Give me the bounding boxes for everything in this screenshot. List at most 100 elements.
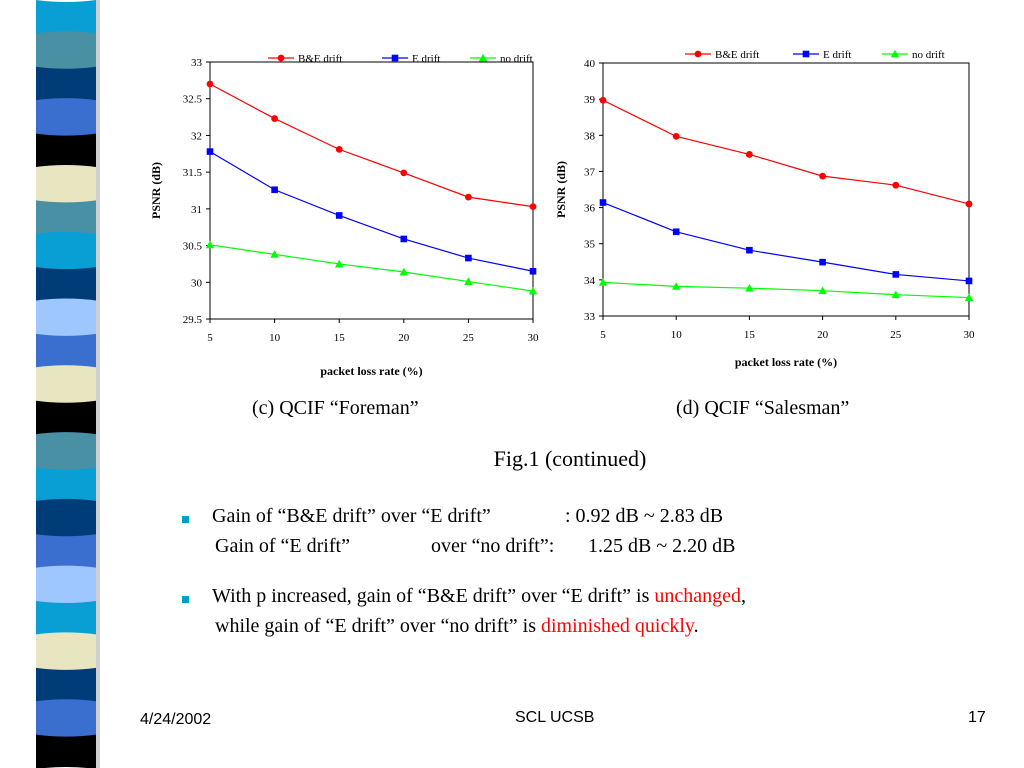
data-point: [964, 293, 974, 301]
data-point: [528, 286, 538, 295]
gain-be-over-e-value: : 0.92 dB ~ 2.83 dB: [565, 505, 724, 527]
stripe-band: [36, 231, 96, 271]
data-point: [672, 132, 680, 140]
stripe-band: [36, 267, 96, 302]
stripe-band: [36, 298, 96, 337]
y-axis-label: PSNR (dB): [149, 162, 163, 219]
data-point: [529, 267, 537, 275]
y-tick-label: 36: [584, 203, 596, 215]
data-point: [399, 267, 408, 276]
gain-e-over-no-mid: over “no drift”:: [431, 535, 555, 557]
stripe-band: [36, 632, 96, 671]
chart-foreman: 29.5 30 30.5 31 31.5 32 32.5 33 5 10 15 20 25 30 packe…: [140, 45, 560, 385]
data-point: [891, 290, 900, 299]
legend-marker: [890, 49, 900, 58]
stripe-band: [36, 601, 96, 636]
data-point: [819, 258, 826, 266]
x-axis-label: packet loss rate (%): [735, 355, 837, 369]
data-point: [529, 203, 537, 211]
series-line: [602, 99, 970, 205]
x-tick-label: 10: [269, 332, 281, 344]
series-line: [209, 244, 534, 292]
data-point: [335, 259, 344, 268]
stripe-band: [36, 98, 96, 137]
data-point: [672, 282, 681, 290]
bullet-line: With p increased, gain of “B&E drift” ov…: [182, 585, 942, 615]
stripe-band: [36, 66, 96, 102]
trend-line-2: while gain of “E drift” over “no drift” …: [215, 615, 699, 638]
y-tick-label: 40: [584, 58, 596, 70]
data-point: [465, 193, 472, 201]
legend-marker: [277, 54, 285, 62]
series-line: [602, 201, 970, 282]
stripe-band: [36, 400, 96, 436]
y-tick-label: 39: [584, 94, 596, 106]
footer-org: SCL UCSB: [515, 709, 595, 726]
series-line: [209, 83, 534, 208]
y-tick-label: 30.5: [183, 241, 203, 253]
data-point: [892, 271, 900, 278]
y-tick-label: 29.5: [183, 314, 203, 326]
stripe-band: [36, 432, 96, 471]
x-tick-label: 20: [398, 332, 410, 344]
stripe-band: [36, 699, 96, 738]
y-tick-label: 38: [584, 130, 596, 142]
gain-e-over-no-label: Gain of “E drift”: [215, 535, 350, 557]
data-point: [965, 277, 973, 285]
highlight-unchanged: unchanged: [654, 585, 742, 607]
legend-marker: [802, 50, 810, 58]
plot-frame: [209, 61, 534, 320]
stripe-band: [36, 333, 96, 369]
data-point: [464, 277, 473, 285]
legend-label: E drift: [823, 49, 851, 61]
stripe-band: [36, 498, 96, 538]
data-point: [819, 172, 826, 180]
y-tick-label: 37: [584, 166, 596, 178]
trend-text: With p increased, gain of “B&E drift” ov…: [212, 585, 655, 607]
stripe-band: [36, 31, 96, 70]
bullet-square-icon: [182, 596, 189, 603]
caption-foreman: (c) QCIF “Foreman”: [252, 397, 419, 419]
data-point: [465, 254, 472, 262]
x-tick-label: 10: [671, 329, 683, 341]
x-tick-label: 25: [463, 332, 475, 344]
stripe-band: [36, 467, 96, 502]
data-point: [599, 96, 607, 104]
x-tick-label: 30: [964, 329, 976, 341]
x-tick-label: 5: [207, 332, 213, 344]
footer-page-number: 17: [968, 709, 986, 726]
y-tick-label: 31.5: [183, 167, 203, 179]
caption-salesman: (d) QCIF “Salesman”: [676, 397, 850, 419]
data-point: [335, 145, 343, 153]
y-tick-label: 33: [584, 311, 596, 323]
x-tick-label: 15: [744, 329, 756, 341]
data-point: [745, 283, 754, 292]
bullet-gain-ranges: Gain of “B&E drift” over “E drift” : 0.9…: [182, 505, 942, 565]
chart-salesman: 33 34 35 36 37 38 39 40 5 10 15 20 25 30 packet loss r…: [554, 40, 985, 375]
trend-line-1: With p increased, gain of “B&E drift” ov…: [212, 585, 746, 608]
data-point: [205, 240, 215, 249]
gain-e-over-no-value: 1.25 dB ~ 2.20 dB: [588, 535, 736, 557]
x-tick-label: 30: [528, 332, 540, 344]
data-point: [892, 181, 900, 189]
legend-label: E drift: [412, 53, 440, 65]
stripe-band: [36, 0, 96, 35]
legend-marker: [694, 50, 702, 58]
data-point: [672, 228, 680, 236]
bullet-line: Gain of “B&E drift” over “E drift” : 0.9…: [182, 505, 942, 535]
stripe-band: [36, 164, 96, 204]
legend-label: no drift: [500, 53, 533, 65]
data-point: [400, 235, 408, 243]
y-tick-label: 32.5: [183, 94, 203, 106]
bullet-square-icon: [182, 516, 189, 523]
data-point: [818, 286, 827, 295]
data-point: [400, 169, 408, 177]
y-tick-label: 32: [191, 130, 202, 142]
y-tick-label: 35: [584, 239, 596, 251]
data-point: [599, 199, 607, 206]
series-line: [209, 151, 534, 272]
stripe-band: [36, 734, 96, 768]
plot-frame: [602, 62, 970, 317]
decorative-sidebar-stripe: [0, 0, 118, 768]
